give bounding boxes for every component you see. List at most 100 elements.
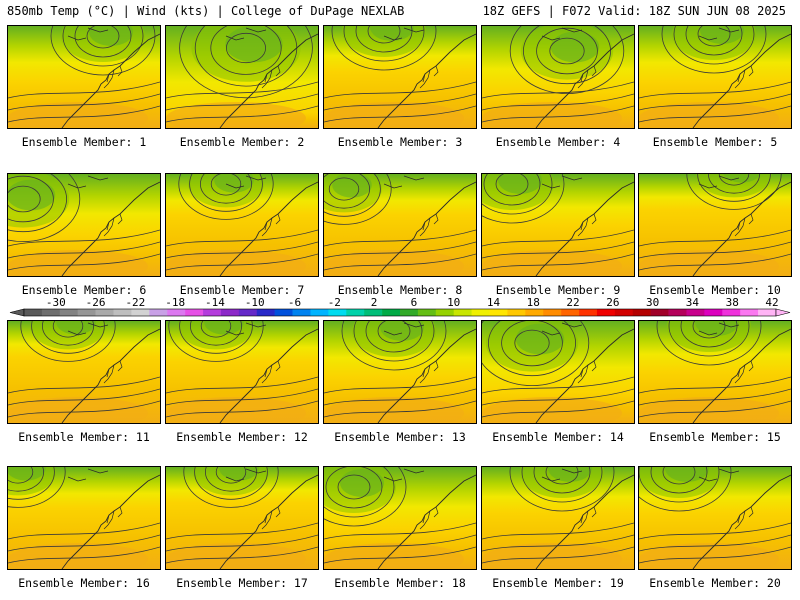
temperature-map bbox=[166, 321, 318, 423]
colorbar-swatch bbox=[77, 309, 96, 316]
temperature-map bbox=[166, 26, 318, 128]
height-contour bbox=[661, 26, 767, 74]
coastline bbox=[734, 360, 754, 384]
height-contour bbox=[324, 105, 476, 123]
coastline bbox=[577, 360, 597, 384]
coastline bbox=[261, 213, 281, 237]
coastline bbox=[419, 506, 439, 530]
coastline bbox=[103, 360, 123, 384]
ensemble-panel-20 bbox=[638, 466, 792, 570]
ensemble-member-label: Ensemble Member: 10 bbox=[649, 283, 781, 297]
height-contour bbox=[639, 81, 791, 99]
ensemble-member-label: Ensemble Member: 4 bbox=[495, 135, 621, 149]
height-contour bbox=[482, 174, 553, 215]
coastline bbox=[577, 65, 597, 89]
height-contour bbox=[179, 321, 253, 354]
colorbar-swatch bbox=[525, 309, 544, 316]
temperature-map bbox=[324, 321, 476, 423]
great-lakes-outline bbox=[541, 27, 583, 41]
colorbar-swatch bbox=[650, 309, 669, 316]
colorbar-arrow-high bbox=[775, 308, 791, 317]
height-contour bbox=[166, 253, 318, 271]
height-contour bbox=[328, 177, 360, 201]
height-contour bbox=[8, 522, 160, 540]
height-contour bbox=[353, 321, 435, 362]
colorbar-swatch bbox=[632, 309, 651, 316]
colorbar-swatch bbox=[24, 309, 43, 316]
colorbar-swatch bbox=[489, 309, 508, 316]
colorbar-swatch bbox=[292, 309, 311, 316]
height-contour bbox=[166, 229, 318, 247]
colorbar-swatch bbox=[722, 309, 741, 316]
colorbar-swatch bbox=[400, 309, 419, 316]
height-contour bbox=[514, 329, 550, 357]
temperature-map bbox=[639, 467, 791, 569]
colorbar-swatch bbox=[561, 309, 580, 316]
height-contour bbox=[639, 467, 720, 503]
ensemble-member-label: Ensemble Member: 3 bbox=[337, 135, 463, 149]
height-contour bbox=[639, 546, 791, 564]
ensemble-member-label: Ensemble Member: 7 bbox=[179, 283, 305, 297]
height-contour bbox=[324, 174, 370, 209]
height-contour bbox=[324, 546, 476, 564]
colorbar-swatch bbox=[113, 309, 132, 316]
height-contour bbox=[183, 467, 279, 508]
height-contour bbox=[324, 522, 476, 540]
coastline bbox=[419, 213, 439, 237]
coastline bbox=[535, 328, 634, 423]
colorbar-swatch bbox=[256, 309, 275, 316]
height-contour bbox=[673, 26, 755, 65]
great-lakes-outline bbox=[383, 27, 425, 41]
height-contour bbox=[482, 376, 634, 394]
colorbar-swatch bbox=[758, 309, 777, 316]
height-contour bbox=[650, 467, 708, 494]
colorbar-swatch bbox=[596, 309, 616, 316]
height-contour bbox=[533, 467, 591, 494]
height-contour bbox=[482, 81, 634, 99]
great-lakes-outline bbox=[698, 468, 740, 482]
height-contour bbox=[226, 32, 267, 64]
colorbar-swatch bbox=[59, 309, 79, 316]
height-contour bbox=[166, 241, 318, 259]
height-contour bbox=[367, 26, 401, 44]
height-contour bbox=[8, 93, 160, 111]
height-contour bbox=[324, 81, 476, 99]
height-contour bbox=[639, 253, 791, 271]
height-contour bbox=[501, 321, 563, 367]
height-contour bbox=[685, 26, 743, 56]
coastline bbox=[61, 33, 160, 128]
height-contour bbox=[482, 388, 634, 406]
height-contour bbox=[523, 26, 611, 85]
height-contour bbox=[8, 175, 54, 223]
height-contour bbox=[482, 105, 634, 123]
height-contour bbox=[8, 376, 160, 394]
coastline bbox=[734, 506, 754, 530]
colorbar-tick-label: 30 bbox=[646, 297, 659, 309]
colorbar-swatch bbox=[507, 309, 526, 316]
temperature-map bbox=[324, 467, 476, 569]
colorbar-swatch bbox=[149, 309, 168, 316]
height-contour bbox=[8, 105, 160, 123]
colorbar-swatch bbox=[364, 309, 383, 316]
coastline bbox=[219, 33, 318, 128]
height-contour bbox=[482, 93, 634, 111]
coastline bbox=[535, 181, 634, 276]
height-contour bbox=[482, 253, 634, 271]
great-lakes-outline bbox=[698, 175, 740, 189]
colorbar-tick-label: -18 bbox=[165, 297, 185, 309]
temperature-map bbox=[8, 174, 160, 276]
ensemble-member-label: Ensemble Member: 15 bbox=[649, 430, 781, 444]
coastline bbox=[419, 65, 439, 89]
colorbar-tick-label: -2 bbox=[328, 297, 341, 309]
colorbar-tick-label: 6 bbox=[411, 297, 418, 309]
height-contour bbox=[708, 174, 760, 194]
colorbar-swatch bbox=[543, 309, 562, 316]
height-contour bbox=[178, 174, 274, 220]
ensemble-member-label: Ensemble Member: 2 bbox=[179, 135, 305, 149]
coastline bbox=[103, 506, 123, 530]
temperature-map bbox=[324, 174, 476, 276]
colorbar-swatch bbox=[579, 309, 598, 316]
great-lakes-outline bbox=[67, 175, 109, 189]
height-contour bbox=[341, 321, 447, 371]
height-contour bbox=[521, 467, 603, 503]
